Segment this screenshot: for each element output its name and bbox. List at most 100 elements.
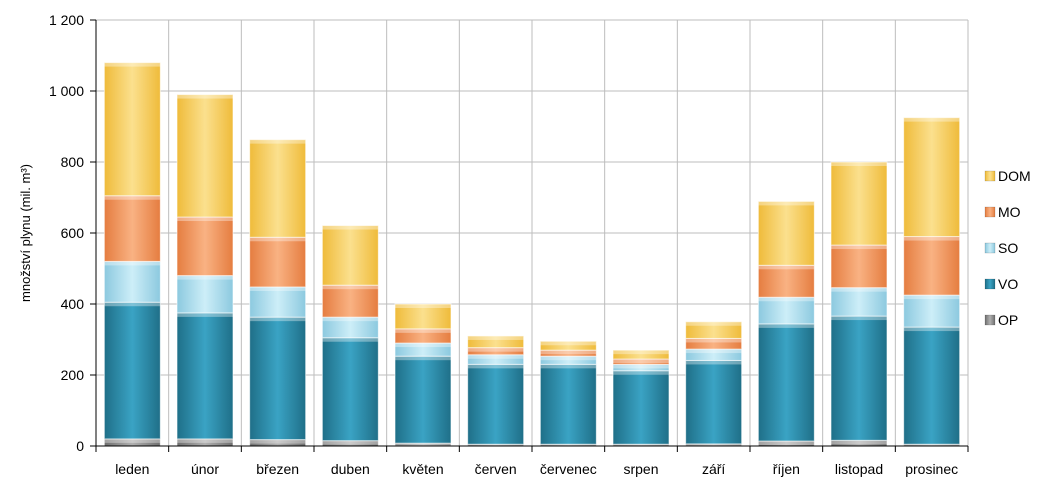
x-tick-label: červen	[475, 461, 517, 477]
bar-highlight-mo-11	[903, 236, 960, 241]
y-tick-label: 600	[61, 225, 85, 241]
bar-segment-vo-2	[249, 316, 307, 441]
x-tick-label: září	[702, 461, 725, 477]
bar-highlight-op-2	[249, 439, 306, 444]
bar-highlight-vo-1	[177, 312, 233, 317]
bar-highlight-vo-0	[104, 302, 161, 307]
bar-segment-vo-7	[612, 370, 670, 445]
legend-label-op: OP	[998, 312, 1018, 328]
bar-highlight-vo-10	[831, 316, 887, 321]
bar-highlight-mo-9	[758, 265, 815, 270]
bar-segment-vo-6	[539, 363, 597, 445]
legend-label-vo: VO	[998, 276, 1018, 292]
bar-highlight-op-10	[831, 440, 887, 445]
bar-segment-so-1	[176, 275, 234, 314]
bar-highlight-op-9	[758, 441, 815, 446]
y-tick-label: 400	[61, 296, 85, 312]
bar-highlight-so-7	[613, 364, 669, 369]
bar-highlight-op-0	[104, 438, 161, 443]
bar-highlight-dom-11	[903, 117, 960, 122]
bar-segment-dom-1	[176, 94, 234, 218]
x-tick-label: březen	[256, 461, 299, 477]
bar-highlight-mo-10	[831, 245, 887, 250]
bar-highlight-mo-3	[322, 285, 379, 290]
legend-label-mo: MO	[998, 204, 1021, 220]
bar-segment-so-2	[249, 286, 307, 318]
y-tick-label: 200	[61, 367, 85, 383]
bar-highlight-vo-4	[395, 356, 451, 361]
bar-highlight-vo-9	[758, 323, 815, 328]
bar-highlight-vo-7	[613, 370, 669, 375]
bar-segment-vo-4	[394, 355, 452, 444]
legend-label-dom: DOM	[998, 168, 1031, 184]
bar-highlight-vo-6	[540, 364, 597, 369]
bar-segment-mo-3	[321, 284, 379, 318]
bar-highlight-op-11	[903, 444, 960, 446]
y-axis-title: množství plynu (mil. m³)	[18, 164, 33, 302]
bar-highlight-dom-10	[831, 162, 887, 166]
bar-highlight-so-11	[903, 295, 960, 300]
x-tick-label: červenec	[540, 461, 597, 477]
legend-swatch-mo	[984, 206, 996, 218]
x-tick-label: květen	[402, 461, 443, 477]
bar-highlight-mo-7	[613, 359, 669, 364]
legend-label-so: SO	[998, 240, 1018, 256]
bar-highlight-dom-3	[322, 225, 379, 230]
legend: DOM MO SO VO OP	[984, 168, 1031, 328]
bar-highlight-vo-5	[467, 364, 524, 369]
x-tick-label: srpen	[623, 461, 658, 477]
x-tick-label: únor	[191, 461, 219, 477]
bar-highlight-dom-0	[104, 62, 161, 67]
y-tick-label: 0	[76, 438, 84, 454]
bar-segment-dom-3	[321, 225, 379, 286]
bar-segment-dom-11	[903, 117, 961, 238]
bar-segment-dom-9	[757, 200, 815, 266]
bar-highlight-mo-2	[249, 237, 306, 242]
gridlines	[96, 19, 969, 446]
bar-segment-mo-2	[249, 236, 307, 288]
bar-segment-dom-4	[394, 303, 452, 330]
bar-segment-mo-11	[903, 236, 961, 296]
bar-highlight-so-1	[177, 275, 233, 280]
bar-highlight-dom-5	[467, 335, 524, 340]
bar-highlight-mo-0	[104, 195, 161, 200]
bar-segment-vo-1	[176, 312, 234, 440]
x-tick-label: listopad	[835, 461, 883, 477]
legend-swatch-dom	[984, 170, 996, 182]
bar-segment-mo-1	[176, 216, 234, 277]
legend-swatch-so	[984, 242, 996, 254]
bar-highlight-dom-4	[395, 304, 451, 308]
bar-highlight-vo-8	[685, 360, 742, 365]
bar-highlight-vo-11	[903, 327, 960, 332]
bar-segment-dom-5	[467, 335, 525, 349]
x-tick-label: duben	[331, 461, 370, 477]
bar-segment-so-10	[830, 287, 888, 317]
bar-highlight-mo-6	[540, 350, 597, 355]
bar-highlight-so-0	[104, 261, 161, 266]
bar-highlight-mo-5	[467, 347, 524, 352]
bar-segment-vo-0	[103, 301, 161, 440]
bar-highlight-so-6	[540, 356, 597, 361]
bar-highlight-so-5	[467, 354, 524, 359]
bar-highlight-so-10	[831, 287, 887, 292]
legend-swatch-op	[984, 314, 996, 326]
bar-highlight-dom-8	[685, 321, 742, 326]
x-tick-label: říjen	[773, 461, 800, 477]
bar-highlight-dom-7	[613, 350, 669, 355]
bar-highlight-op-8	[685, 443, 742, 446]
bar-highlight-mo-1	[177, 217, 233, 222]
axes	[90, 19, 969, 452]
bar-segment-mo-0	[103, 195, 161, 262]
bar-segment-mo-9	[757, 264, 815, 298]
bar-highlight-so-9	[758, 297, 815, 302]
bar-highlight-op-6	[540, 444, 597, 446]
bar-highlight-dom-1	[177, 94, 233, 99]
y-tick-label: 1 200	[49, 12, 84, 28]
bar-segment-dom-8	[685, 321, 743, 339]
bar-segment-so-9	[757, 296, 815, 325]
x-tick-label: leden	[115, 461, 149, 477]
bar-segment-vo-10	[830, 315, 888, 441]
y-tick-label: 1 000	[49, 83, 84, 99]
bar-highlight-op-4	[395, 443, 451, 446]
